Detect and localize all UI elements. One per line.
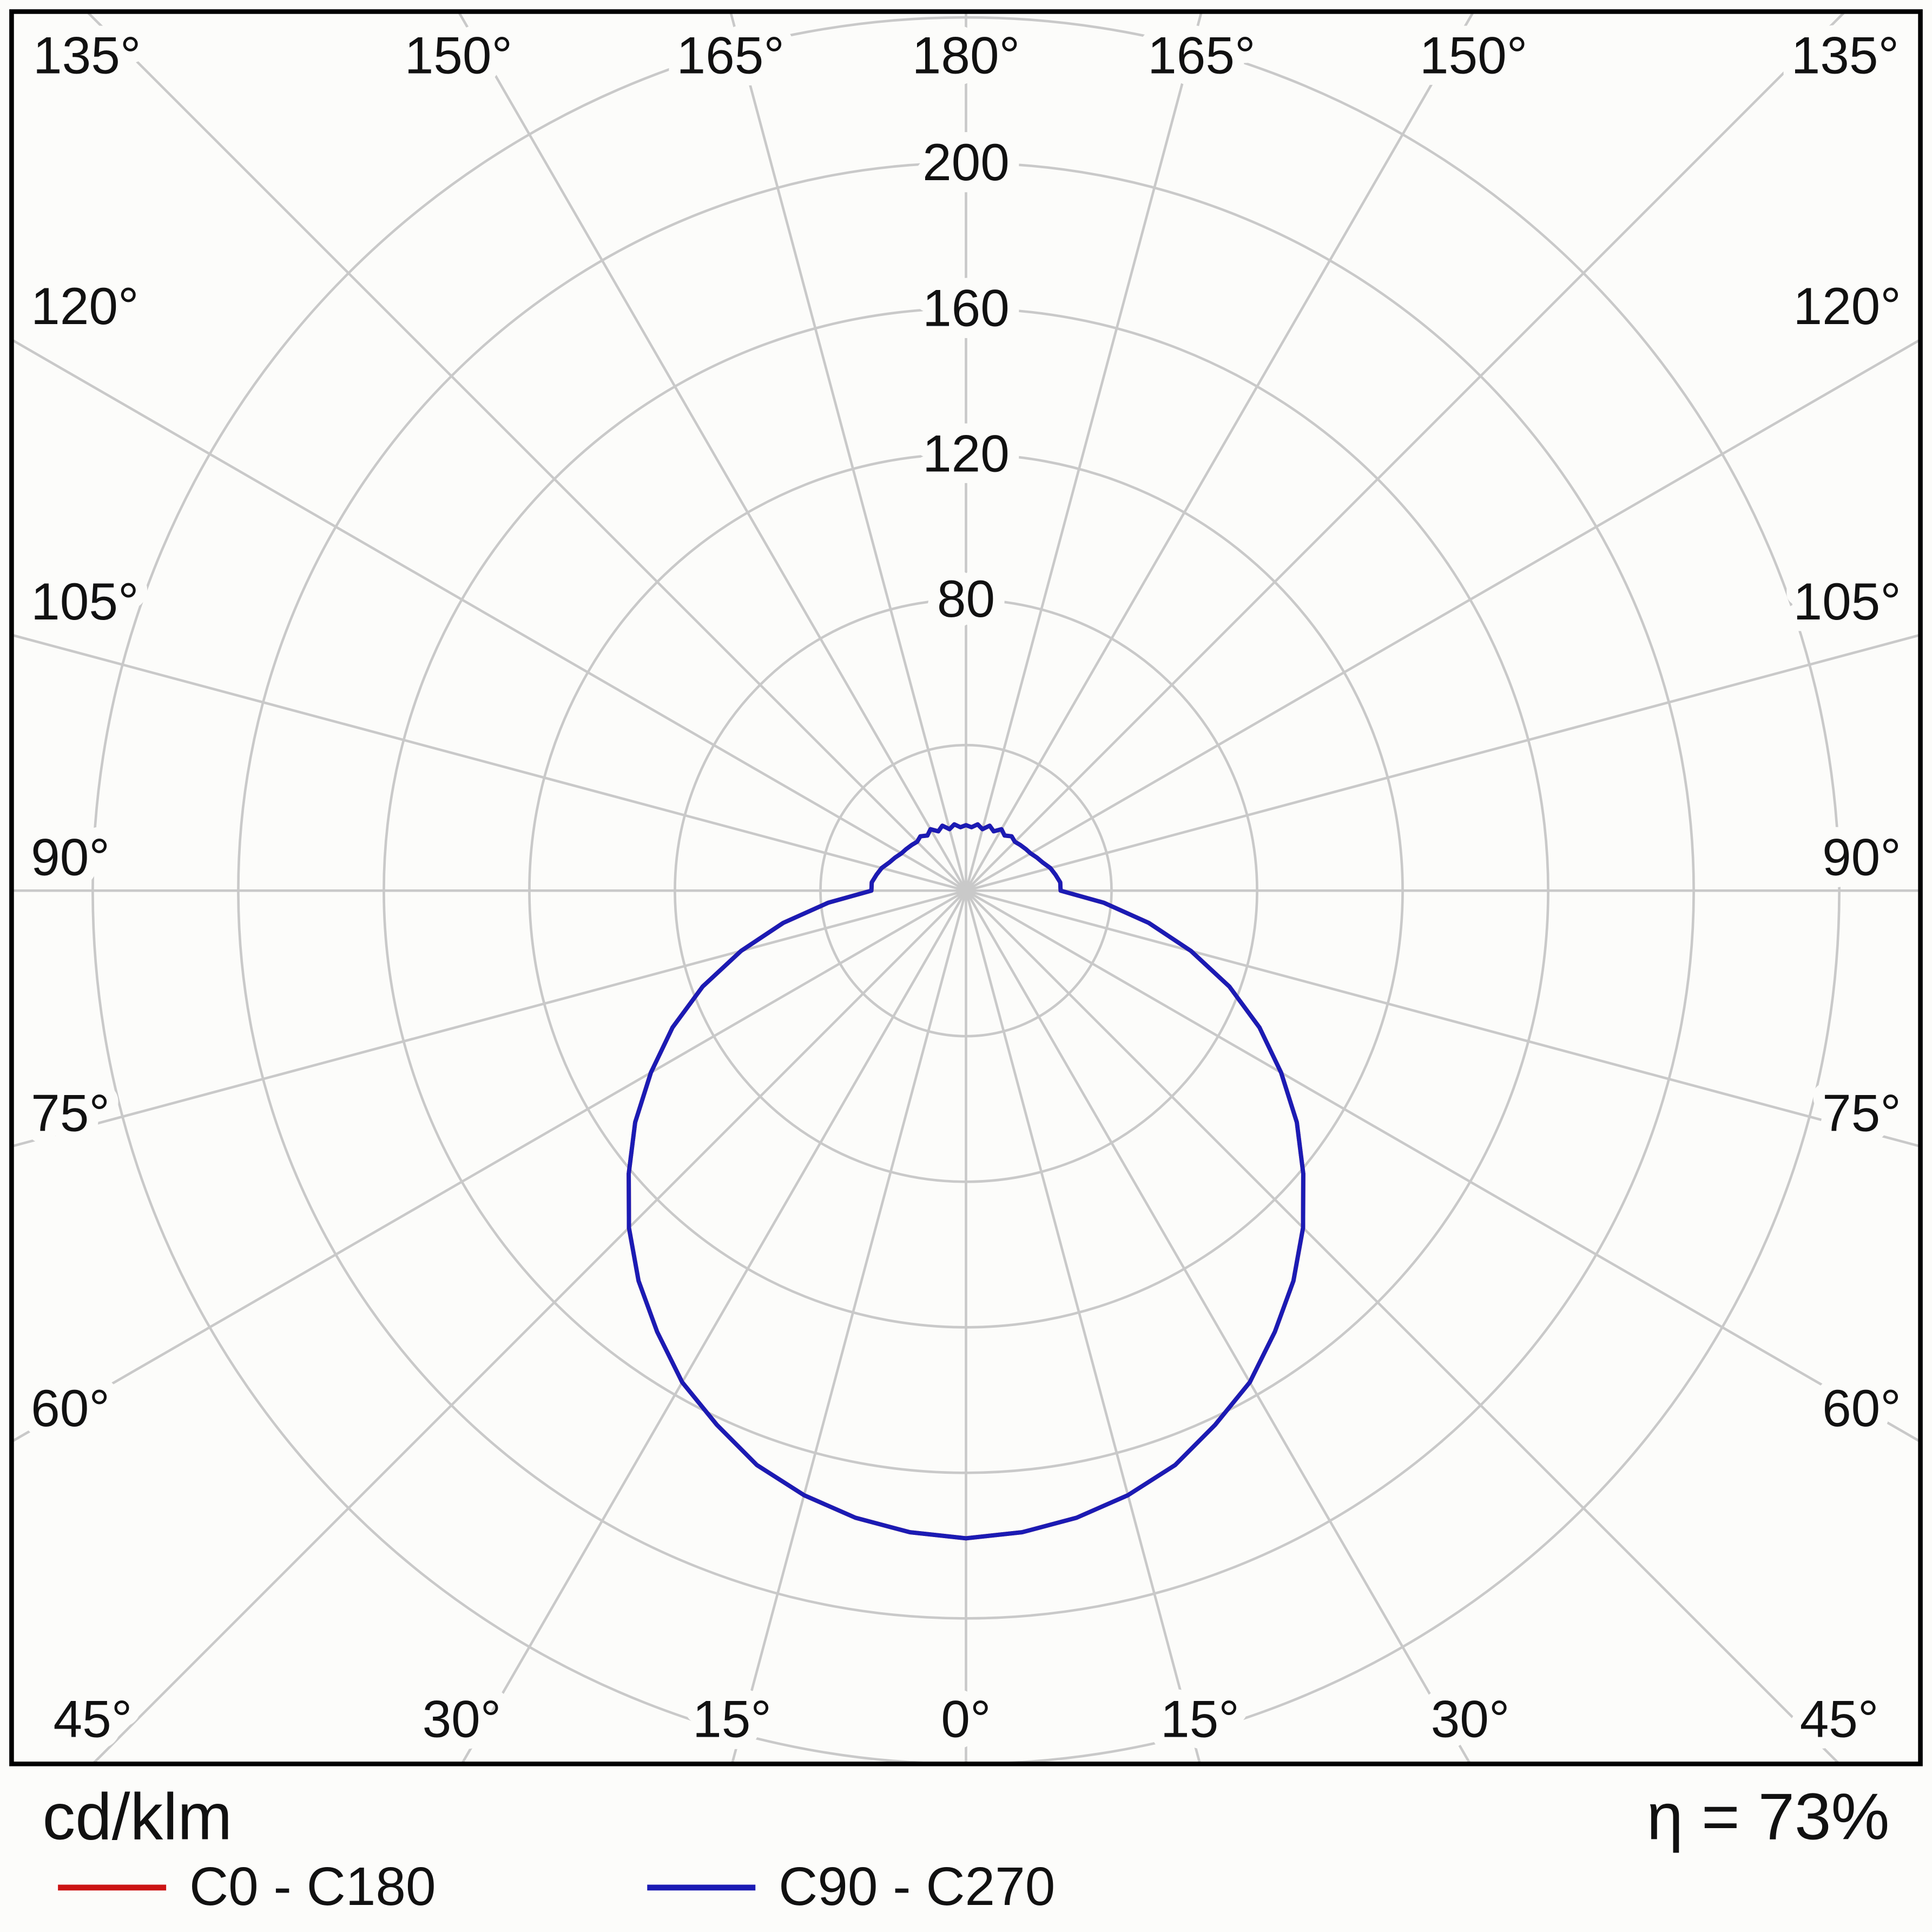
unit-label: cd/klm (43, 1780, 233, 1854)
legend-label-c90-c270: C90 - C270 (779, 1856, 1055, 1917)
angle-label: 165° (676, 27, 784, 85)
grid-ray (965, 634, 1921, 892)
grid-ray (965, 11, 1203, 891)
grid-ray (11, 889, 967, 1148)
angle-label: 105° (31, 573, 139, 631)
grid-ray (457, 11, 967, 892)
radial-tick-labels: 80 120 160 200 (911, 122, 1021, 640)
angle-label: 30° (423, 1690, 502, 1748)
grid-ray (965, 338, 1921, 892)
angle-label: 165° (1148, 27, 1255, 85)
angle-labels: 0° 15° 15° 30° 30° 45° 45° 60° 60° 75° 75° 90° 90° 10… (19, 15, 1913, 1759)
angle-label: 90° (1822, 829, 1901, 887)
grid-ray (11, 634, 967, 892)
legend: C0 - C180 C90 - C270 (58, 1856, 1055, 1917)
grid-ray (730, 890, 967, 1764)
legend-label-c0-c180: C0 - C180 (189, 1856, 436, 1917)
efficiency-label: η = 73% (1647, 1780, 1890, 1854)
grid-ray (965, 11, 1475, 892)
angle-label: 45° (1800, 1690, 1879, 1748)
curve-c90-c270 (627, 822, 1305, 1541)
radial-tick-label: 120 (922, 425, 1010, 483)
angle-label: 75° (31, 1084, 110, 1142)
angle-label: 15° (1160, 1690, 1239, 1748)
grid-ray (965, 889, 1921, 1443)
grid-ray (11, 889, 967, 1443)
radial-tick-label: 80 (937, 570, 995, 628)
radial-tick-label: 160 (922, 279, 1010, 337)
grid-ray (965, 889, 1841, 1764)
angle-label: 15° (693, 1690, 772, 1748)
grid-ray (729, 11, 967, 891)
grid-ray (11, 338, 967, 892)
angle-label: 60° (1822, 1380, 1901, 1438)
angle-label: 30° (1431, 1690, 1510, 1748)
angle-label: 120° (31, 278, 139, 335)
grid-ray (965, 889, 1921, 1148)
angle-label: 105° (1793, 573, 1901, 631)
angle-label: 45° (54, 1690, 133, 1748)
angle-label: 135° (1791, 27, 1899, 85)
radial-tick-label: 200 (922, 134, 1010, 192)
angle-label: 180° (912, 27, 1020, 85)
angle-label: 75° (1822, 1084, 1901, 1142)
angle-label: 90° (31, 829, 110, 887)
angle-label: 150° (405, 27, 512, 85)
grid-ray (460, 890, 967, 1764)
plot-border (9, 9, 1923, 1766)
grid-ray (86, 11, 967, 892)
angle-label: 150° (1420, 27, 1527, 85)
angle-label: 120° (1793, 278, 1901, 335)
angle-label: 135° (33, 27, 141, 85)
grid-ray (965, 890, 1472, 1764)
polar-grid (11, 11, 1921, 1764)
grid-ray (91, 889, 967, 1764)
angle-label: 60° (31, 1380, 110, 1438)
angle-label: 0° (941, 1690, 991, 1748)
intensity-curves (627, 822, 1305, 1541)
grid-ray (965, 890, 1202, 1764)
grid-ray (965, 11, 1846, 892)
